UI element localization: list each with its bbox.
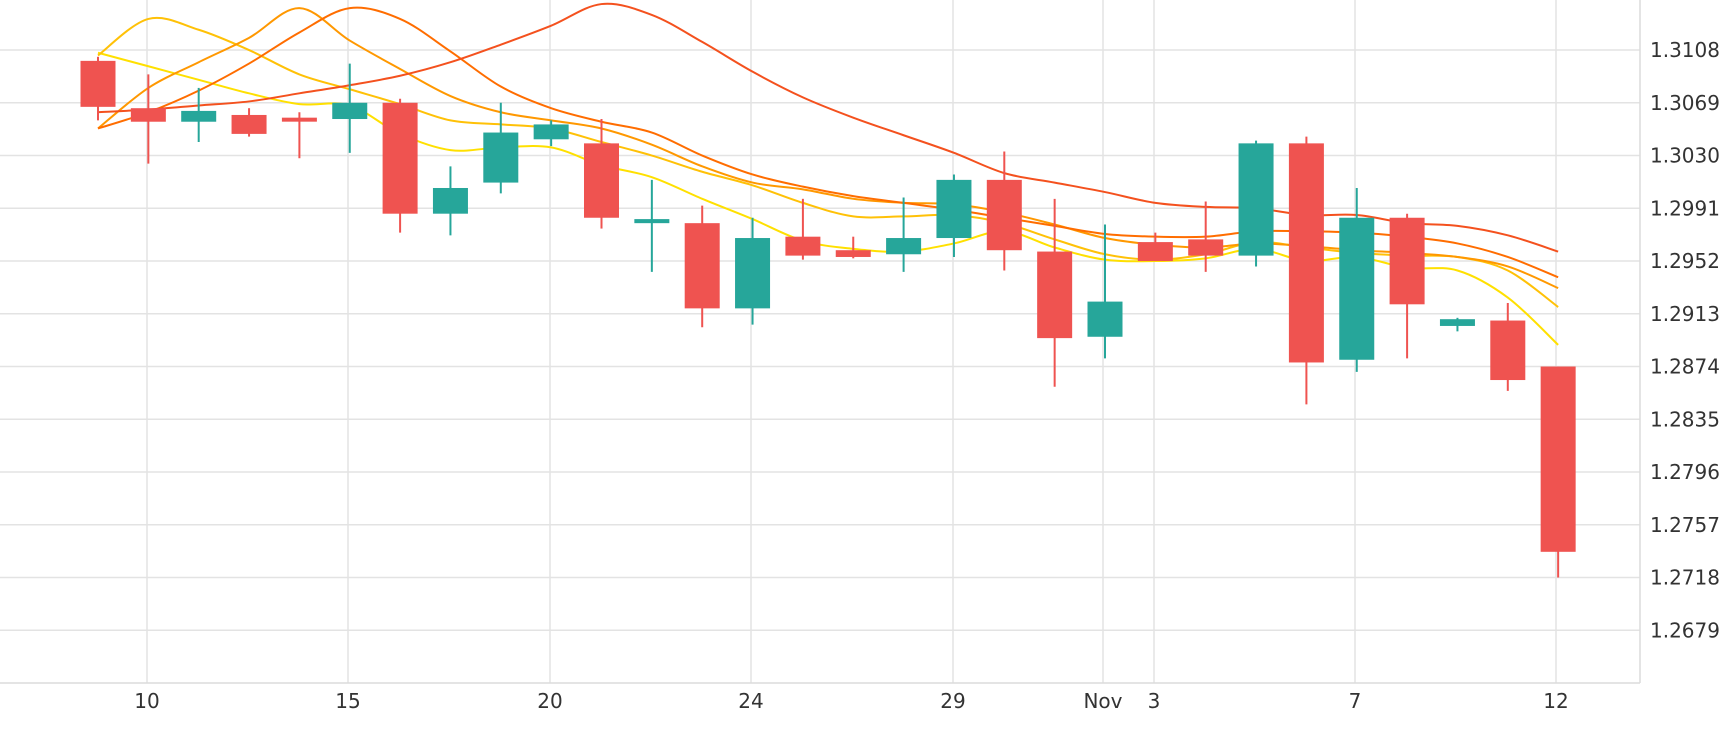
candle xyxy=(835,236,871,259)
candle-body xyxy=(835,250,871,257)
candle-body xyxy=(986,179,1022,251)
candle-body xyxy=(432,187,468,214)
moving-average-line-2 xyxy=(97,16,1559,308)
candle xyxy=(1389,213,1425,359)
x-tick-label: 12 xyxy=(1543,689,1568,713)
moving-average-lines xyxy=(97,2,1559,346)
moving-average-line-1 xyxy=(97,51,1559,346)
y-tick-label: 1.2835 xyxy=(1650,407,1720,431)
grid xyxy=(0,0,1641,684)
candle-body xyxy=(785,236,821,256)
candle xyxy=(1288,136,1324,405)
candle xyxy=(684,205,720,328)
candle-body xyxy=(181,110,217,122)
candles xyxy=(80,56,1576,578)
candle xyxy=(886,197,922,272)
candle xyxy=(432,166,468,236)
candle xyxy=(130,74,166,164)
y-tick-label: 1.2679 xyxy=(1650,618,1720,642)
y-tick-label: 1.2874 xyxy=(1650,355,1720,379)
candle xyxy=(584,119,619,229)
candle xyxy=(1137,232,1173,262)
candle-body xyxy=(936,179,972,239)
candle-body xyxy=(584,143,619,218)
candle xyxy=(936,174,972,257)
candle xyxy=(181,87,217,143)
y-tick-label: 1.3108 xyxy=(1650,38,1720,62)
x-tick-label: 20 xyxy=(537,689,562,713)
candle xyxy=(1188,201,1224,272)
candle xyxy=(1339,187,1375,372)
candle xyxy=(1238,140,1274,267)
moving-average-line-4 xyxy=(97,6,1559,279)
y-tick-label: 1.2718 xyxy=(1650,566,1720,590)
candle-body xyxy=(533,124,569,140)
candle-body xyxy=(1490,320,1526,381)
y-tick-label: 1.2952 xyxy=(1650,249,1720,273)
candle-body xyxy=(1540,366,1576,552)
candle-body xyxy=(1137,242,1173,262)
candle xyxy=(80,56,116,121)
candle-body xyxy=(735,238,771,309)
y-tick-label: 1.2913 xyxy=(1650,302,1720,326)
y-tick-label: 1.3069 xyxy=(1650,91,1720,115)
x-tick-label: 15 xyxy=(335,689,360,713)
candle xyxy=(533,120,569,147)
candle xyxy=(332,63,368,153)
y-tick-label: 1.2991 xyxy=(1650,196,1720,220)
candle xyxy=(483,102,519,194)
candle-body xyxy=(1087,301,1123,337)
x-tick-label: 24 xyxy=(738,689,763,713)
candle-body xyxy=(281,117,317,122)
candle xyxy=(634,179,670,272)
candle xyxy=(382,98,418,233)
candle-body xyxy=(483,132,519,183)
candle xyxy=(1439,317,1475,332)
x-tick-label: 7 xyxy=(1349,689,1362,713)
y-tick-label: 1.2757 xyxy=(1650,513,1720,537)
candle xyxy=(785,198,821,260)
candle-body xyxy=(1288,143,1324,363)
candle xyxy=(231,108,267,137)
candle-body xyxy=(886,238,922,255)
moving-average-line-5 xyxy=(97,2,1559,253)
x-tick-label: 29 xyxy=(940,689,965,713)
x-axis-ticks: 10 15 20 24 29 Nov 3 7 12 xyxy=(134,689,1568,713)
candle xyxy=(1087,224,1123,359)
candle-body xyxy=(130,108,166,122)
candle xyxy=(281,112,317,159)
y-tick-label: 1.2796 xyxy=(1650,460,1720,484)
x-tick-label: Nov xyxy=(1083,689,1122,713)
candle xyxy=(986,151,1022,271)
y-axis-ticks: 1.3108 1.3069 1.3030 1.2991 1.2952 1.2913 1.28… xyxy=(1650,38,1720,642)
y-tick-label: 1.3030 xyxy=(1650,144,1720,168)
candle-body xyxy=(1439,319,1475,326)
candle-body xyxy=(382,102,418,214)
candle xyxy=(1037,198,1073,387)
candle-body xyxy=(1188,239,1224,256)
candle-body xyxy=(80,60,116,107)
candle-body xyxy=(1389,217,1425,305)
candle-body xyxy=(1238,143,1274,256)
candle-body xyxy=(1339,217,1375,360)
x-tick-label: 10 xyxy=(134,689,159,713)
candle xyxy=(1490,302,1526,391)
candle xyxy=(735,217,771,325)
candle-body xyxy=(684,223,720,309)
x-tick-label: 3 xyxy=(1148,689,1161,713)
candle-body xyxy=(332,102,368,120)
candle-body xyxy=(231,114,267,134)
candle-body xyxy=(634,219,670,224)
candle-body xyxy=(1037,251,1073,339)
candle xyxy=(1540,366,1576,578)
